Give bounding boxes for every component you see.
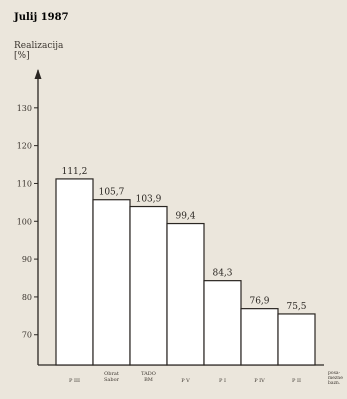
category-label: TADO [141,371,156,377]
plot-area: 70 80 90 100 110 120 130 111,2 P III 105,7 ObratSa… [17,69,343,386]
x-axis-label: bazn. [328,380,341,386]
x-axis-label: mezne [328,376,343,381]
x-axis-label: posa- [328,371,341,376]
y-tick-label: 130 [17,104,32,113]
bar [55,178,94,366]
y-axis-arrow [34,69,42,79]
category-label: Sabor [104,377,120,383]
bar [129,205,168,366]
category-label: BM [144,377,153,383]
y-tick-label: 90 [22,255,32,264]
bar-value-label: 76,9 [249,297,269,307]
bar-value-label: 103,9 [136,195,162,205]
y-tick-label: 70 [22,331,32,340]
bar-value-label: 111,2 [62,167,88,177]
y-tick-label: 120 [17,142,32,151]
category-label: P IV [254,378,265,384]
bar-value-label: 75,5 [286,302,306,312]
bar [166,222,205,366]
bar-value-label: 105,7 [99,188,125,198]
bar-value-label: 99,4 [175,212,195,222]
category-label: P II [292,378,301,384]
y-tick-label: 80 [22,293,32,302]
chart-title: Julij 1987 [13,12,69,23]
category-label: P V [181,378,190,384]
bar-value-label: 84,3 [212,269,232,279]
y-tick-label: 110 [17,179,32,188]
bar [203,280,242,366]
category-label: P I [219,378,226,384]
y-axis-label-line-2: [%] [14,51,30,61]
bar [240,308,279,366]
y-tick-label: 100 [17,217,32,226]
bar [277,313,316,366]
bar [92,199,131,366]
y-axis-label-line-1: Realizacija [14,41,64,51]
category-label: P III [69,378,80,384]
category-label: Obrat [104,371,119,377]
